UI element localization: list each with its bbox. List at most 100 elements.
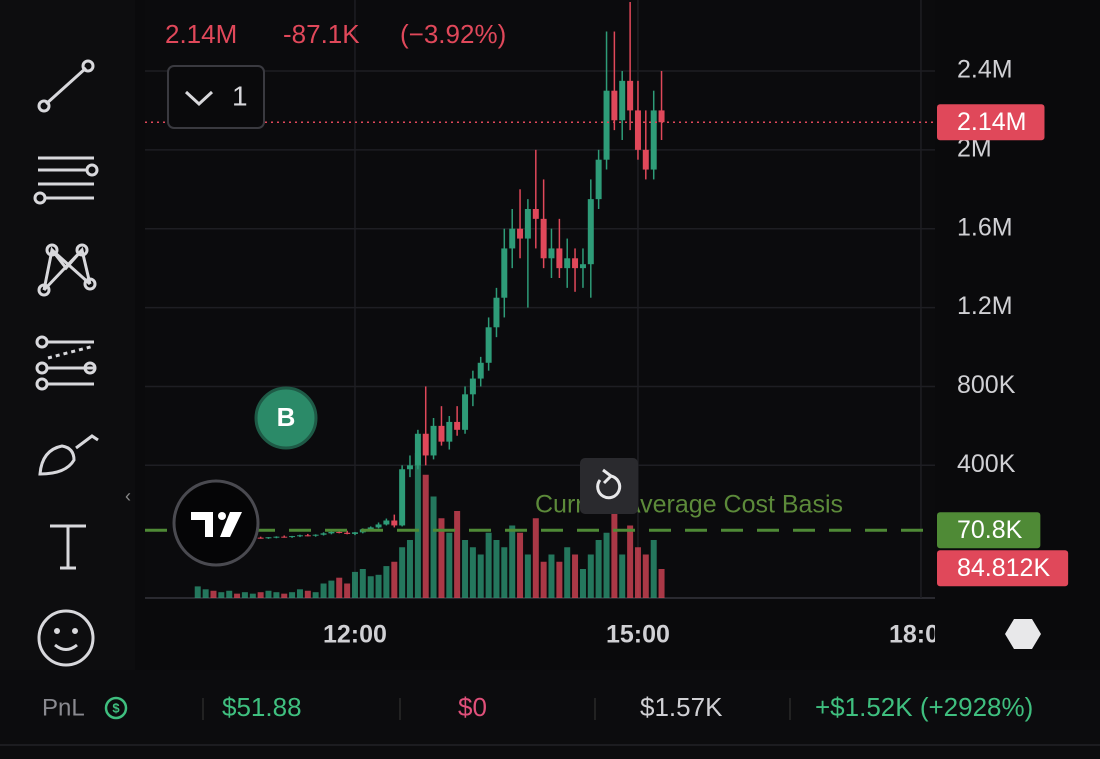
candle-body — [548, 248, 555, 259]
y-tick-label: 400K — [957, 450, 1016, 478]
candle-body — [532, 208, 539, 219]
volume-bar — [611, 503, 618, 598]
volume-bar — [273, 592, 280, 598]
reset-button[interactable] — [580, 458, 638, 514]
candle-body — [328, 531, 335, 534]
volume-bar — [226, 590, 233, 598]
tv-logo — [172, 479, 260, 567]
candle-body — [399, 469, 406, 526]
volume-bar — [391, 561, 398, 598]
buy-marker[interactable] — [254, 386, 318, 450]
price-tag — [937, 512, 1041, 549]
emoji-tool[interactable] — [37, 609, 95, 667]
candle-body — [422, 433, 429, 456]
legend-count: 1 — [232, 80, 248, 111]
volume-bar — [281, 593, 288, 598]
volume-bar — [564, 547, 571, 598]
pattern-tool[interactable] — [37, 243, 97, 297]
volume-bar — [658, 569, 665, 598]
text-tool[interactable] — [50, 524, 86, 570]
volume-bar — [210, 590, 217, 598]
volume-bar — [328, 580, 335, 598]
volume-bar — [438, 518, 445, 598]
volume-bar — [406, 540, 413, 598]
collapse-arrow[interactable]: ‹ — [125, 486, 131, 506]
volume-bar — [642, 554, 649, 598]
candle-body — [375, 524, 382, 528]
volume-bar — [367, 576, 374, 598]
pnl-value: $1.57K — [640, 692, 723, 722]
candle-body — [462, 394, 469, 430]
fib-tool[interactable] — [33, 156, 99, 205]
prediction-tool[interactable] — [35, 335, 97, 391]
candle-body — [344, 532, 351, 534]
candle-body — [304, 535, 311, 537]
candle-body — [312, 534, 319, 536]
chevron — [184, 90, 214, 107]
y-tick-label: 1.6M — [957, 213, 1013, 241]
candle-body — [634, 110, 641, 150]
volume-bar — [548, 554, 555, 598]
price-tag — [937, 104, 1045, 141]
x-tick-label: 18:00 — [889, 621, 953, 649]
candle-body — [281, 536, 288, 538]
candle-body — [572, 258, 579, 269]
candle-body — [454, 421, 461, 430]
candle-body — [351, 532, 358, 534]
brush-tool[interactable] — [38, 434, 99, 476]
volume-bar — [202, 589, 209, 598]
volume-bar — [289, 592, 296, 598]
candle-body — [477, 362, 484, 379]
volume-bar — [627, 525, 634, 598]
volume-bar — [414, 453, 421, 598]
volume-bar — [532, 518, 539, 598]
volume-bar — [241, 592, 248, 598]
candle-body — [485, 327, 492, 363]
volume-bar — [422, 474, 429, 598]
volume-bar — [383, 566, 390, 598]
tool-icons — [33, 59, 99, 667]
candle-body — [438, 425, 445, 442]
pnl-value: +$1.52K (+2928%) — [815, 692, 1033, 722]
legend-box[interactable] — [167, 65, 265, 129]
candle-body — [469, 378, 476, 395]
candle-body — [627, 80, 634, 111]
header-price: 2.14M — [165, 19, 237, 49]
header-change-pct: (−3.92%) — [400, 19, 506, 49]
pnl-icon-glyph: $ — [112, 700, 120, 715]
candle-body — [446, 421, 453, 442]
y-tick-label: 2.4M — [957, 56, 1013, 84]
volume-bar — [446, 532, 453, 598]
volume-bar — [249, 593, 256, 598]
volume-bar — [477, 554, 484, 598]
candle-body — [650, 110, 657, 170]
volume-bar — [399, 547, 406, 598]
volume-bar — [265, 590, 272, 598]
volume-bar — [320, 583, 327, 598]
volume-bar — [517, 532, 524, 598]
candle-body — [603, 90, 610, 160]
candle-body — [501, 248, 508, 298]
volume-bar — [469, 547, 476, 598]
candle-body — [564, 258, 571, 269]
pnl-value: $51.88 — [222, 692, 302, 722]
volume-bar — [312, 592, 319, 598]
settings-hex[interactable] — [1005, 619, 1041, 649]
volume-bar — [296, 589, 303, 598]
volume-bar — [375, 574, 382, 598]
buy-marker-label: B — [277, 402, 296, 432]
candle-body — [289, 536, 296, 538]
trend-line-tool[interactable] — [37, 59, 95, 113]
y-tick-label: 800K — [957, 371, 1016, 399]
candle-body — [611, 90, 618, 121]
y-tick-label: 1.2M — [957, 292, 1013, 320]
candle-body — [406, 465, 413, 470]
price-tag-label: 84.812K — [957, 554, 1050, 582]
volume-bar — [359, 569, 366, 598]
candle-body — [336, 531, 343, 533]
candle-body — [540, 218, 547, 259]
volume-bar — [587, 554, 594, 598]
candle-body — [367, 527, 374, 530]
volume-bar — [454, 511, 461, 598]
